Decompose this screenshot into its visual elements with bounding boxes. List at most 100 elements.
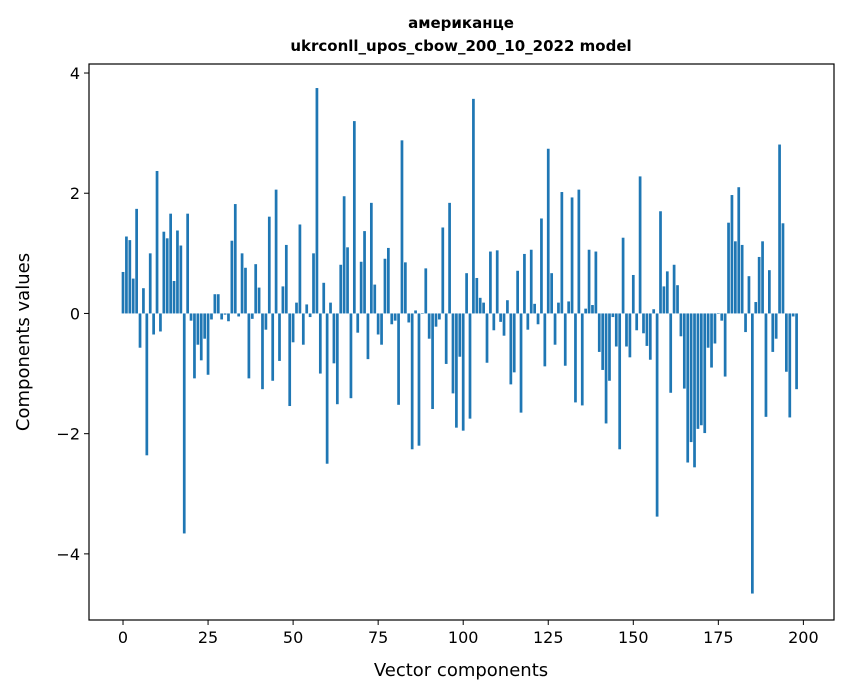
bar-126: [550, 273, 554, 314]
bar-88: [421, 313, 424, 314]
bar-170: [699, 313, 703, 426]
chart-title-line-2: ukrconll_upos_cbow_200_10_2022 model: [290, 37, 631, 55]
y-axis-label: Components values: [13, 253, 34, 431]
bar-14: [169, 213, 172, 314]
bar-109: [492, 313, 496, 331]
bar-158: [659, 211, 662, 314]
bar-6: [142, 288, 145, 314]
bar-61: [329, 302, 332, 314]
bar-171: [703, 313, 707, 434]
bar-94: [441, 227, 445, 314]
bar-141: [601, 313, 605, 370]
bar-33: [233, 204, 237, 314]
y-tick-label: −4: [56, 545, 80, 564]
bar-30: [223, 313, 227, 315]
bar-143: [608, 313, 611, 381]
bar-147: [621, 237, 625, 314]
bar-22: [196, 313, 200, 345]
bar-59: [322, 282, 326, 314]
bar-62: [332, 313, 336, 364]
bar-80: [393, 313, 397, 321]
bar-149: [628, 313, 632, 358]
bar-174: [713, 313, 717, 344]
y-tick-label: 2: [70, 184, 80, 203]
bar-38: [250, 313, 254, 319]
bar-185: [751, 313, 754, 594]
bar-175: [716, 313, 720, 314]
bar-65: [342, 196, 346, 314]
bar-198: [795, 313, 798, 390]
bar-117: [519, 313, 523, 413]
bar-150: [631, 274, 635, 314]
bar-13: [165, 238, 169, 314]
bar-5: [138, 313, 142, 348]
bar-56: [312, 253, 315, 314]
bar-4: [135, 208, 138, 314]
bar-181: [737, 187, 741, 314]
bar-82: [400, 140, 404, 314]
bar-67: [349, 313, 353, 399]
bar-148: [625, 313, 628, 347]
bar-36: [244, 267, 247, 314]
bar-25: [206, 313, 210, 375]
bar-172: [706, 313, 710, 348]
bar-128: [557, 302, 560, 314]
bar-81: [397, 313, 400, 405]
bar-53: [301, 313, 305, 345]
bar-55: [308, 313, 312, 318]
bar-197: [791, 313, 795, 317]
bar-113: [506, 300, 509, 314]
bar-63: [335, 313, 339, 405]
bar-64: [339, 264, 343, 314]
bar-122: [536, 313, 540, 325]
bar-105: [478, 297, 482, 314]
x-tick-label: 100: [448, 628, 479, 647]
bar-124: [543, 313, 547, 367]
bar-164: [679, 313, 683, 337]
x-tick-label: 50: [283, 628, 303, 647]
bar-0: [121, 271, 125, 314]
x-tick-label: 0: [118, 628, 128, 647]
bar-138: [591, 305, 594, 314]
bar-84: [407, 313, 411, 323]
bar-142: [604, 313, 608, 424]
bar-187: [757, 256, 761, 314]
bar-154: [645, 313, 649, 346]
bar-161: [669, 313, 673, 393]
bar-87: [417, 313, 421, 446]
bar-73: [369, 202, 373, 314]
bar-106: [482, 302, 485, 314]
bar-136: [584, 308, 588, 314]
bar-86: [414, 310, 417, 314]
bar-68: [352, 121, 356, 314]
bar-156: [652, 309, 656, 314]
bar-23: [199, 313, 203, 361]
bar-19: [186, 213, 190, 314]
bar-52: [298, 224, 302, 314]
bar-162: [672, 264, 676, 314]
bar-153: [642, 313, 645, 334]
bar-18: [182, 313, 186, 534]
bar-51: [295, 302, 298, 314]
bar-76: [380, 313, 383, 345]
bar-15: [172, 280, 176, 314]
bar-10: [155, 170, 159, 314]
bar-131: [567, 301, 571, 314]
bar-179: [730, 195, 734, 314]
bar-145: [614, 313, 618, 347]
bar-176: [720, 313, 724, 321]
bar-92: [434, 313, 438, 327]
bar-102: [468, 313, 472, 419]
bar-47: [281, 286, 285, 314]
bar-193: [778, 144, 781, 314]
bar-1: [125, 236, 128, 314]
bar-127: [553, 313, 557, 345]
bar-140: [597, 313, 601, 352]
bar-7: [145, 313, 149, 456]
y-tick-label: 0: [70, 304, 80, 323]
bar-188: [761, 241, 764, 314]
bar-79: [390, 313, 394, 325]
bar-104: [475, 277, 479, 314]
bar-54: [305, 304, 309, 314]
